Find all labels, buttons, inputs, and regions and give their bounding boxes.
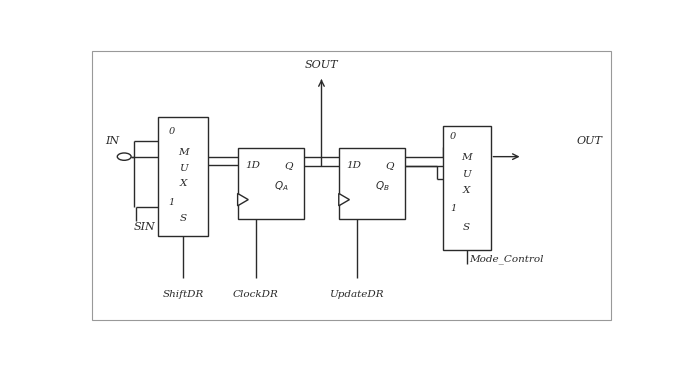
- Text: Q: Q: [386, 161, 394, 170]
- Text: X: X: [179, 179, 187, 188]
- Text: 0: 0: [169, 127, 175, 136]
- Polygon shape: [238, 193, 248, 206]
- Bar: [158, 117, 208, 236]
- Text: SOUT: SOUT: [305, 60, 338, 70]
- Text: X: X: [463, 186, 470, 195]
- Text: 1: 1: [450, 204, 456, 213]
- Text: 1D: 1D: [346, 161, 361, 170]
- Text: $Q_A$: $Q_A$: [273, 179, 288, 193]
- Circle shape: [117, 153, 131, 160]
- Text: 0: 0: [450, 132, 456, 141]
- Text: U: U: [462, 169, 471, 179]
- Text: IN: IN: [105, 136, 119, 146]
- Text: 1D: 1D: [245, 161, 260, 170]
- Text: ShiftDR: ShiftDR: [162, 290, 204, 299]
- Text: $Q_B$: $Q_B$: [374, 179, 390, 193]
- Text: 1: 1: [169, 198, 175, 207]
- Text: UpdateDR: UpdateDR: [330, 290, 384, 299]
- Text: SIN: SIN: [134, 222, 155, 232]
- Text: S: S: [179, 214, 187, 224]
- Bar: [442, 126, 491, 250]
- Text: Q: Q: [284, 161, 293, 170]
- Bar: [238, 148, 304, 219]
- Text: Mode_Control: Mode_Control: [469, 255, 543, 264]
- Text: M: M: [178, 148, 188, 157]
- Bar: [339, 148, 405, 219]
- Text: OUT: OUT: [576, 136, 602, 146]
- Polygon shape: [339, 193, 350, 206]
- Text: U: U: [179, 164, 188, 173]
- Text: ClockDR: ClockDR: [233, 290, 278, 299]
- Text: M: M: [461, 153, 472, 163]
- Text: S: S: [463, 223, 470, 232]
